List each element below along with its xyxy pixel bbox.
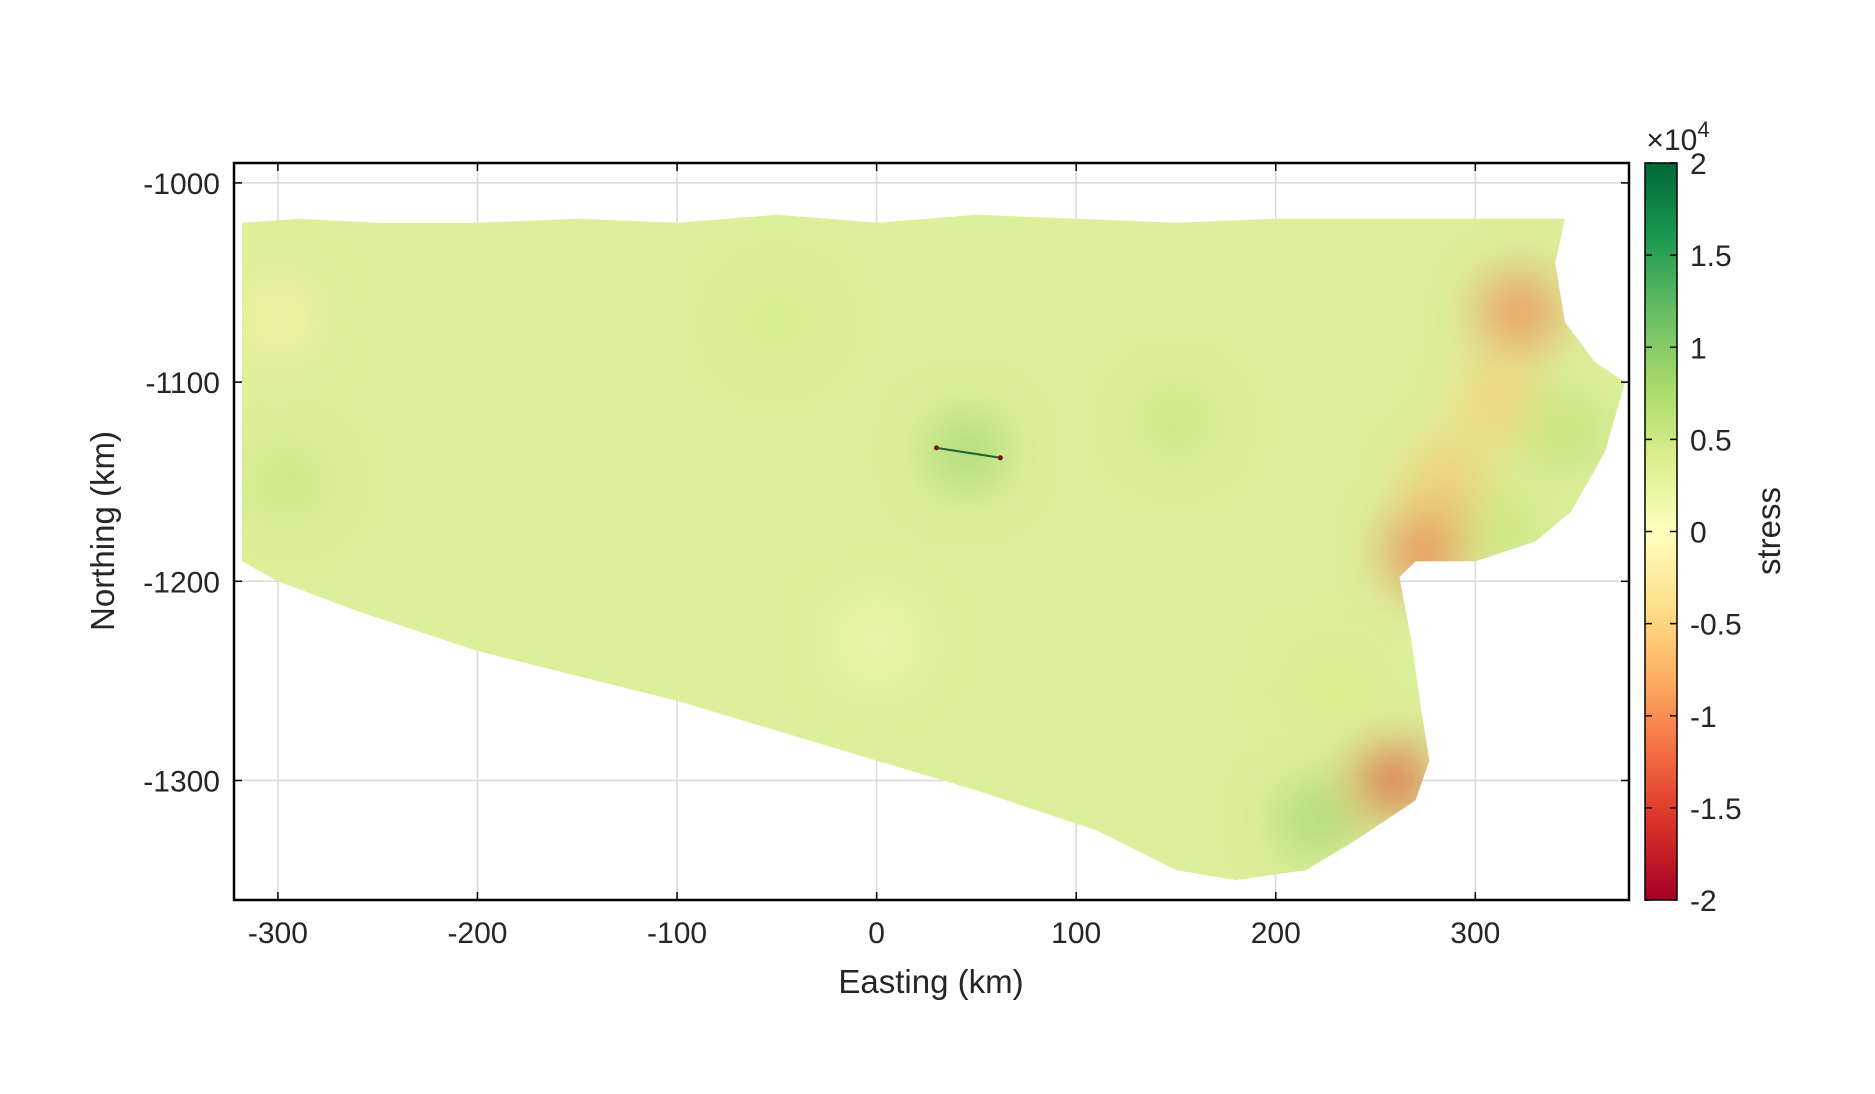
x-tick-label: 300: [1450, 917, 1500, 950]
colorbar-tick-label: 0: [1690, 517, 1707, 550]
colorbar-tick-label: -1: [1690, 701, 1717, 734]
x-axis: -300 -200 -100 0 100 200 300: [248, 163, 1500, 950]
y-tick-label: -1200: [143, 566, 220, 599]
x-tick-label: 100: [1051, 917, 1101, 950]
colorbar-tick-label: -0.5: [1690, 609, 1742, 642]
stress-feature: [1461, 368, 1530, 437]
colorbar-ticks: 2 1.5 1 0.5 0 -0.5 -1 -1.5 -2: [1645, 148, 1742, 918]
stress-feature: [243, 284, 312, 353]
stress-feature: [1411, 447, 1480, 516]
x-axis-label: Easting (km): [838, 963, 1023, 1000]
colorbar-multiplier: ×104: [1646, 117, 1709, 157]
colorbar-multiplier-base: ×10: [1646, 124, 1697, 157]
stress-feature: [1485, 278, 1554, 347]
x-tick-label: -300: [248, 917, 308, 950]
x-tick-label: -100: [647, 917, 707, 950]
colorbar-tick-label: 1: [1690, 332, 1707, 365]
y-axis: -1000 -1100 -1200 -1300: [143, 168, 1629, 798]
fault-line: [936, 446, 1001, 459]
fault-endpoint: [933, 445, 939, 451]
y-tick-label: -1000: [143, 168, 220, 201]
colorbar-multiplier-exponent: 4: [1697, 117, 1709, 142]
x-tick-label: -200: [447, 917, 507, 950]
x-tick-label: 200: [1251, 917, 1301, 950]
x-tick-label: 0: [868, 917, 885, 950]
stress-feature: [1357, 746, 1426, 815]
plot-frame: [232, 161, 1631, 902]
plot-area: -300 -200 -100 0 100 200 300 -1000-1100-1200-1…: [84, 161, 1631, 1000]
stress-feature: [1531, 397, 1600, 466]
colorbar-tick-label: 1.5: [1690, 240, 1732, 273]
fault-segment: [933, 445, 1003, 461]
stress-feature: [742, 288, 811, 357]
stress-feature: [253, 447, 322, 516]
colorbar-tick-label: -1.5: [1690, 793, 1742, 826]
y-axis-label: Northing (km): [84, 431, 121, 631]
stress-feature: [1141, 387, 1210, 456]
fault-endpoint: [997, 455, 1003, 461]
y-tick-label: -1300: [143, 765, 220, 798]
stress-feature: [1301, 656, 1370, 725]
colorbar-label: stress: [1750, 487, 1787, 575]
y-tick-label: -1100: [145, 367, 220, 400]
stress-feature: [842, 607, 911, 676]
colorbar: 2 1.5 1 0.5 0 -0.5 -1 -1.5 -2 ×104 stress: [1644, 117, 1787, 918]
colorbar-tick-label: 2: [1690, 148, 1707, 181]
colorbar-tick-label: 0.5: [1690, 424, 1732, 457]
stress-feature: [1281, 786, 1350, 855]
colorbar-tick-label: -2: [1690, 885, 1717, 918]
stress-domain-fill: [242, 214, 1625, 881]
